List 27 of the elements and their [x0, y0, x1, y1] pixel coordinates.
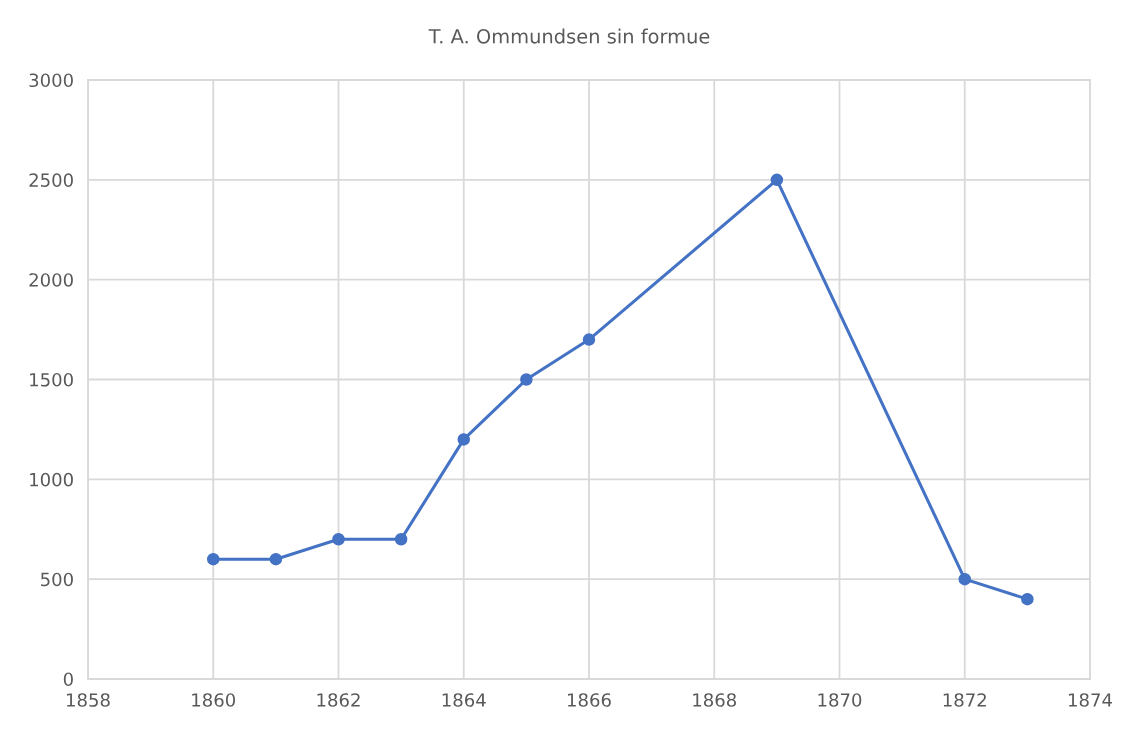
y-tick-label: 0: [63, 672, 73, 687]
x-tick-label: 1864: [442, 693, 486, 707]
point: [520, 373, 533, 386]
y-tick-label: 2000: [29, 273, 73, 287]
x-tick-label: 1868: [693, 693, 736, 707]
point: [582, 333, 596, 346]
point: [332, 532, 345, 546]
x-tick-label: 1858: [67, 693, 110, 707]
y-tick-label: 1500: [30, 372, 73, 387]
point: [457, 433, 471, 446]
x-tick-label: 1870: [818, 693, 862, 707]
x-tick-label: 1860: [192, 693, 236, 707]
point: [1021, 592, 1034, 606]
y-tick-label: 2500: [29, 173, 73, 187]
y-tick-label: 500: [41, 572, 73, 587]
point: [394, 532, 408, 546]
chart-title: T. A. Ommundsen sin formue: [428, 28, 710, 44]
x-tick-label: 1872: [943, 693, 986, 707]
point: [269, 552, 283, 566]
x-tick-label: 1862: [317, 693, 360, 707]
x-tick-label: 1874: [1069, 693, 1112, 707]
point: [770, 173, 784, 187]
y-tick-label: 1000: [30, 472, 73, 487]
point: [958, 572, 972, 586]
y-tick-label: 3000: [29, 73, 73, 88]
point: [206, 552, 220, 566]
x-tick-label: 1866: [568, 693, 611, 707]
